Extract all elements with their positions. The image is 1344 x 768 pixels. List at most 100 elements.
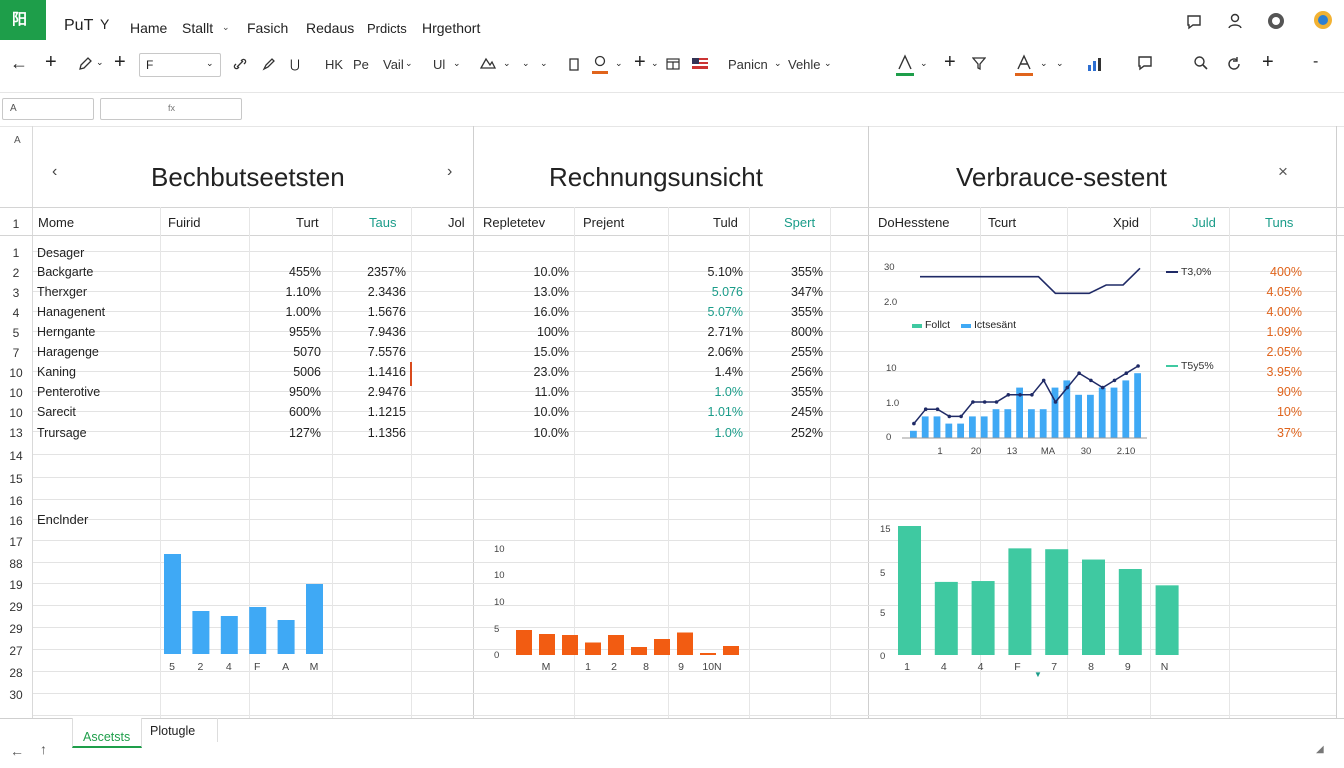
toolbar-panicn-button[interactable]: Panicn bbox=[728, 57, 768, 72]
close-icon[interactable]: × bbox=[1278, 162, 1288, 181]
expand-icon[interactable]: + bbox=[1262, 51, 1274, 73]
globe-icon[interactable] bbox=[1266, 11, 1286, 31]
col-header-tuld[interactable]: Tuld bbox=[713, 215, 738, 230]
table-cell[interactable]: 1.0% bbox=[714, 385, 744, 399]
table-cell[interactable]: Hanagenent bbox=[37, 305, 106, 319]
table-cell[interactable]: 5.07% bbox=[707, 305, 743, 319]
filter-icon[interactable] bbox=[972, 56, 986, 70]
table-cell[interactable]: 1.1356 bbox=[367, 426, 406, 440]
table-cell[interactable]: 5070 bbox=[293, 345, 321, 359]
row-number[interactable]: 29 bbox=[9, 622, 23, 636]
section-label[interactable]: Enclnder bbox=[37, 512, 89, 527]
toolbar-vehle-button[interactable]: Vehle bbox=[788, 57, 821, 72]
comment-icon[interactable] bbox=[1136, 54, 1154, 72]
next-arrow-icon[interactable]: › bbox=[447, 163, 453, 180]
col-header-taus[interactable]: Taus bbox=[369, 215, 397, 230]
bar-chart-blue[interactable]: 5 2 4 F A M bbox=[152, 540, 338, 676]
toolbar-ul-button[interactable]: Ul bbox=[433, 57, 446, 72]
col-header-xpid[interactable]: Xpid bbox=[1113, 215, 1140, 230]
toolbar-vail-button[interactable]: Vail bbox=[383, 57, 404, 72]
table-cell[interactable]: 355% bbox=[791, 265, 823, 279]
row-number[interactable]: 1 bbox=[12, 246, 20, 260]
col-header-tcurt[interactable]: Tcurt bbox=[988, 215, 1017, 230]
flag-icon[interactable] bbox=[692, 58, 708, 69]
table-icon[interactable] bbox=[666, 57, 680, 71]
table-cell[interactable]: 5.076 bbox=[711, 285, 743, 299]
row-number[interactable]: 14 bbox=[9, 449, 23, 463]
table-cell[interactable]: 11.0% bbox=[534, 385, 569, 399]
row-number[interactable]: 3 bbox=[12, 286, 20, 300]
table-cell[interactable]: 5.10% bbox=[707, 265, 743, 279]
row-number[interactable]: 10 bbox=[9, 366, 23, 380]
table-cell[interactable]: Haragenge bbox=[37, 345, 99, 359]
table-cell[interactable]: 245% bbox=[791, 405, 823, 419]
row-number[interactable]: 19 bbox=[9, 578, 23, 592]
menu-item-put[interactable]: PuT bbox=[64, 17, 94, 34]
row-number[interactable]: 13 bbox=[9, 426, 23, 440]
row-number[interactable]: 27 bbox=[9, 644, 23, 658]
table-cell[interactable]: 10.0% bbox=[533, 426, 569, 440]
menu-item-y[interactable]: Y bbox=[100, 16, 110, 32]
bar-chart-green[interactable]: 1 4 4 F 7 8 9 N 15 5 5 0 bbox=[872, 516, 1192, 676]
table-cell[interactable]: 800% bbox=[791, 325, 823, 339]
search-icon[interactable] bbox=[1193, 55, 1209, 71]
table-cell[interactable]: Desager bbox=[37, 246, 85, 260]
table-cell[interactable]: 37% bbox=[1276, 426, 1302, 440]
scroll-up-icon[interactable]: ↑ bbox=[40, 741, 47, 757]
shape-icon[interactable] bbox=[480, 56, 496, 70]
table-cell[interactable]: Herngante bbox=[37, 325, 96, 339]
table-cell[interactable]: 355% bbox=[791, 305, 823, 319]
brush-icon[interactable] bbox=[262, 57, 276, 71]
scroll-left-icon[interactable]: ← bbox=[10, 743, 24, 759]
add-column-icon[interactable]: + bbox=[944, 51, 956, 73]
table-cell[interactable]: 2.9476 bbox=[367, 385, 406, 399]
menu-item-home[interactable]: Hame bbox=[130, 20, 168, 36]
resize-handle-icon[interactable]: ◢ bbox=[1316, 744, 1324, 755]
col-header-fuirid[interactable]: Fuirid bbox=[168, 215, 201, 230]
sheet-tab-label[interactable]: Ascetsts bbox=[83, 730, 131, 744]
table-cell[interactable]: 4.00% bbox=[1266, 305, 1302, 319]
col-header-mome[interactable]: Mome bbox=[38, 215, 75, 230]
col-header-turt[interactable]: Turt bbox=[296, 215, 319, 230]
table-cell[interactable]: 2.05% bbox=[1266, 345, 1302, 359]
table-cell[interactable]: 10.0% bbox=[533, 405, 569, 419]
table-cell[interactable]: 1.0% bbox=[714, 426, 744, 440]
table-cell[interactable]: 15.0% bbox=[533, 345, 569, 359]
table-cell[interactable]: 1.1215 bbox=[367, 405, 406, 419]
table-cell[interactable]: 3.95% bbox=[1266, 365, 1302, 379]
sheet-tab-label[interactable]: Plotugle bbox=[150, 724, 196, 738]
table-cell[interactable]: 1.01% bbox=[707, 405, 743, 419]
table-cell[interactable]: 455% bbox=[289, 265, 321, 279]
clipboard-icon[interactable] bbox=[568, 56, 580, 72]
user-icon[interactable] bbox=[1226, 12, 1244, 30]
table-cell[interactable]: 23.0% bbox=[533, 365, 569, 379]
table-cell[interactable]: 600% bbox=[289, 405, 321, 419]
row-number[interactable]: 16 bbox=[9, 494, 23, 508]
row-number[interactable]: 7 bbox=[12, 346, 20, 360]
row-number[interactable]: 29 bbox=[9, 600, 23, 614]
table-cell[interactable]: 5006 bbox=[293, 365, 321, 379]
font-color-icon[interactable] bbox=[894, 53, 916, 77]
combo-chart[interactable]: 10 1.0 0 1 20 13 MA 30 2.10 bbox=[872, 356, 1162, 460]
menu-item-hrgethort[interactable]: Hrgethort bbox=[422, 20, 481, 36]
collapse-icon[interactable]: - bbox=[1313, 53, 1319, 70]
row-number[interactable]: 28 bbox=[9, 666, 23, 680]
row-number[interactable]: 15 bbox=[9, 472, 23, 486]
table-cell[interactable]: 347% bbox=[791, 285, 823, 299]
table-cell[interactable]: 10% bbox=[1276, 405, 1302, 419]
menu-item-prdicts[interactable]: Prdicts bbox=[367, 21, 407, 36]
table-cell[interactable]: Trursage bbox=[37, 426, 87, 440]
row-number[interactable]: 2 bbox=[12, 266, 20, 280]
app-logo[interactable] bbox=[0, 0, 46, 40]
col-header-juld[interactable]: Juld bbox=[1192, 215, 1216, 230]
col-header-spert[interactable]: Spert bbox=[784, 215, 816, 230]
refresh-icon[interactable] bbox=[1225, 55, 1243, 73]
table-cell[interactable]: 7.5576 bbox=[367, 345, 406, 359]
table-cell[interactable]: 1.10% bbox=[285, 285, 321, 299]
table-cell[interactable]: 1.1416 bbox=[367, 365, 406, 379]
table-cell[interactable]: 256% bbox=[791, 365, 823, 379]
table-cell[interactable]: 1.4% bbox=[714, 365, 744, 379]
table-cell[interactable]: 100% bbox=[537, 325, 569, 339]
col-header-dohesstene[interactable]: DoHesstene bbox=[878, 215, 950, 230]
col-header-tuns[interactable]: Tuns bbox=[1265, 215, 1294, 230]
